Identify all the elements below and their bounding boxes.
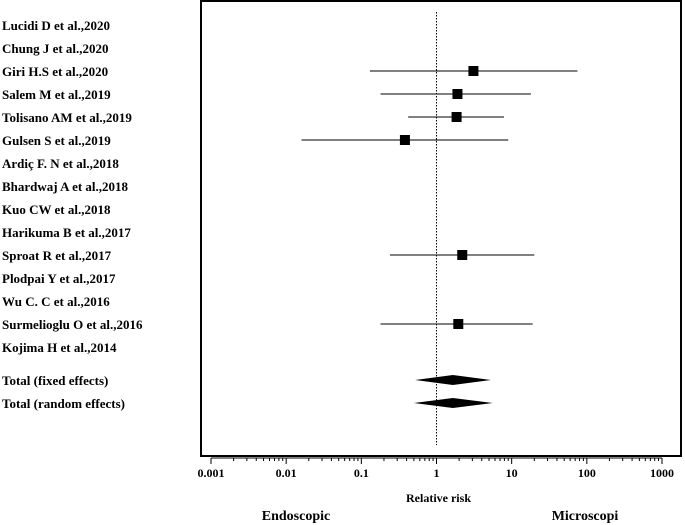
study-estimate-marker xyxy=(457,250,468,260)
x-tick-label: 1000 xyxy=(650,466,674,480)
study-label: Chung J et al.,2020 xyxy=(2,41,109,56)
study-label: Lucidi D et al.,2020 xyxy=(2,18,110,33)
x-tick-label: 1 xyxy=(434,466,440,480)
study-label: Kojima H et al.,2014 xyxy=(2,340,117,355)
study-label: Giri H.S et al.,2020 xyxy=(2,64,108,79)
study-label: Ardiç F. N et al.,2018 xyxy=(2,156,119,171)
x-tick-label: 100 xyxy=(578,466,596,480)
x-tick-label: 10 xyxy=(506,466,518,480)
study-estimate-marker xyxy=(399,135,410,145)
pooled-diamond xyxy=(415,375,491,385)
plot-frame xyxy=(200,0,682,457)
study-label: Wu C. C et al.,2016 xyxy=(2,294,110,309)
study-estimate-marker xyxy=(452,89,463,99)
study-estimate-marker xyxy=(468,66,479,76)
right-direction-label: Microscopi xyxy=(552,509,619,524)
study-label: Salem M et al.,2019 xyxy=(2,87,111,102)
study-estimate-marker xyxy=(453,319,464,329)
pooled-rows: Total (fixed effects) Total (random effec… xyxy=(2,373,493,411)
study-label: Surmelioglu O et al.,2016 xyxy=(2,317,143,332)
pooled-label: Total (fixed effects) xyxy=(2,373,108,388)
left-direction-label: Endoscopic xyxy=(262,509,330,524)
study-label: Gulsen S et al.,2019 xyxy=(2,133,111,148)
study-estimate-marker xyxy=(451,112,462,122)
study-label: Harikuma B et al.,2017 xyxy=(2,225,131,240)
x-tick-label: 0.01 xyxy=(276,466,297,480)
pooled-diamond xyxy=(413,398,493,408)
x-axis-title: Relative risk xyxy=(406,491,471,505)
x-tick-label: 0.001 xyxy=(198,466,225,480)
study-rows: Lucidi D et al.,2020 Chung J et al.,2020 G… xyxy=(2,18,578,355)
study-label: Tolisano AM et al.,2019 xyxy=(2,110,132,125)
study-label: Sproat R et al.,2017 xyxy=(2,248,112,263)
study-label: Bhardwaj A et al.,2018 xyxy=(2,179,129,194)
x-tick-label: 0.1 xyxy=(354,466,369,480)
pooled-label: Total (random effects) xyxy=(2,396,125,411)
study-label: Kuo CW et al.,2018 xyxy=(2,202,111,217)
study-label: Plodpai Y et al.,2017 xyxy=(2,271,116,286)
x-axis-ticks: 0.001 0.01 0.1 1 10 100 1000 xyxy=(198,458,674,480)
